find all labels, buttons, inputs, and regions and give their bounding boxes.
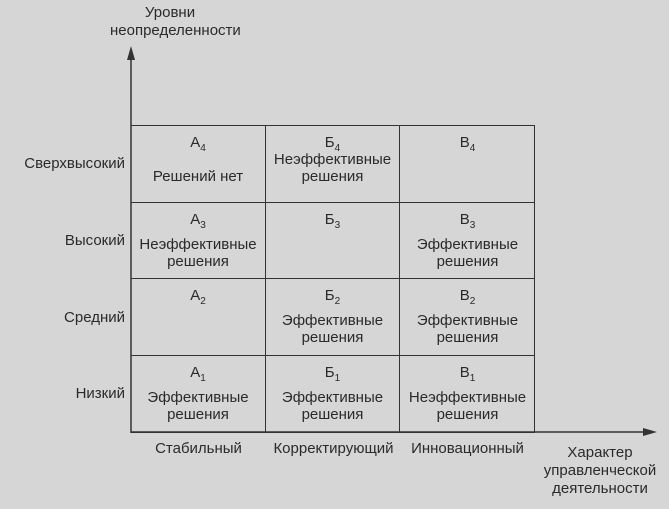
cell-index: 3 — [200, 220, 206, 231]
cell-text: Эффективные решения — [147, 389, 249, 423]
cell-text: Неэффективные решения — [408, 389, 527, 423]
cell-index: 2 — [469, 296, 476, 307]
matrix-cell: Б3 — [266, 203, 400, 279]
x-category-label: Инновационный — [411, 440, 524, 457]
x-axis-arrow — [643, 428, 657, 436]
y-level-label: Низкий — [75, 385, 125, 402]
y-axis-title-line: Уровни — [144, 4, 196, 21]
matrix-cell: В4 — [400, 126, 535, 203]
cell-code: А2 — [131, 287, 265, 310]
cell-text: Эффективные решения — [416, 236, 519, 270]
y-axis-arrow — [127, 46, 135, 60]
cell-letter: В — [459, 211, 470, 228]
x-axis-title-line: Характер — [567, 444, 633, 461]
cell-code: А3 — [131, 211, 265, 234]
cell-text: Эффективные решения — [281, 389, 384, 423]
cell-letter: А — [190, 211, 201, 228]
matrix-cell: Б1 Эффективные решения — [266, 356, 400, 433]
matrix-cell: Б4 Неэффективные решения — [266, 126, 400, 203]
cell-letter: А — [190, 364, 201, 381]
cell-code: В4 — [400, 134, 535, 157]
matrix-cell: А4 Решений нет — [131, 126, 266, 203]
cell-text: Неэффективные решения — [139, 236, 257, 270]
matrix-cell: А3 Неэффективные решения — [131, 203, 266, 279]
cell-index: 2 — [200, 296, 206, 307]
cell-index: 1 — [200, 373, 206, 384]
cell-text: Эффективные решения — [416, 312, 519, 346]
cell-code: Б2 — [266, 287, 399, 310]
cell-letter: Б — [324, 211, 335, 228]
cell-code: Б1 — [266, 364, 399, 387]
cell-index: 3 — [469, 220, 476, 231]
cell-index: 1 — [334, 373, 341, 384]
cell-letter: А — [190, 287, 201, 304]
cell-code: В3 — [400, 211, 535, 234]
cell-letter: В — [459, 287, 470, 304]
x-axis-title: Характер управленческой деятельности — [520, 444, 669, 498]
cell-letter: В — [459, 134, 470, 151]
cell-letter: В — [459, 364, 470, 381]
x-axis-title-line: управленческой — [543, 462, 657, 479]
cell-text: Неэффективные решения — [273, 151, 392, 185]
cell-code: В2 — [400, 287, 535, 310]
matrix-cell: В2 Эффективные решения — [400, 279, 535, 356]
cell-index: 4 — [200, 143, 206, 154]
matrix-cell: В1 Неэффективные решения — [400, 356, 535, 433]
cell-index: 4 — [334, 143, 341, 154]
cell-index: 2 — [334, 296, 341, 307]
cell-letter: Б — [324, 134, 335, 151]
cell-letter: Б — [324, 364, 335, 381]
x-category-label: Стабильный — [155, 440, 242, 457]
matrix-cell: В3 Эффективные решения — [400, 203, 535, 279]
matrix-cell: А1 Эффективные решения — [131, 356, 266, 433]
y-level-label: Средний — [64, 309, 125, 326]
cell-code: Б4 — [266, 134, 399, 157]
cell-code: А1 — [131, 364, 265, 387]
cell-letter: А — [190, 134, 201, 151]
cell-text: Эффективные решения — [281, 312, 384, 346]
cell-text: Решений нет — [152, 168, 244, 185]
x-axis-title-line: деятельности — [552, 480, 648, 497]
x-category-label: Корректирующий — [273, 440, 394, 457]
cell-index: 3 — [334, 220, 341, 231]
y-axis-title-line: неопределенности — [110, 22, 241, 39]
cell-code: В1 — [400, 364, 535, 387]
matrix-cell: А2 — [131, 279, 266, 356]
matrix-cell: Б2 Эффективные решения — [266, 279, 400, 356]
cell-index: 1 — [469, 373, 476, 384]
y-level-label: Сверхвысокий — [24, 155, 125, 172]
matrix-grid: А4 Решений нет Б4 Неэффективные решения В4 А3 Н… — [131, 125, 535, 433]
cell-index: 4 — [469, 143, 476, 154]
cell-code: А4 — [131, 134, 265, 157]
cell-code: Б3 — [266, 211, 399, 234]
y-axis-title: Уровни неопределенности — [110, 4, 241, 40]
y-level-label: Высокий — [64, 232, 125, 249]
cell-letter: Б — [324, 287, 335, 304]
